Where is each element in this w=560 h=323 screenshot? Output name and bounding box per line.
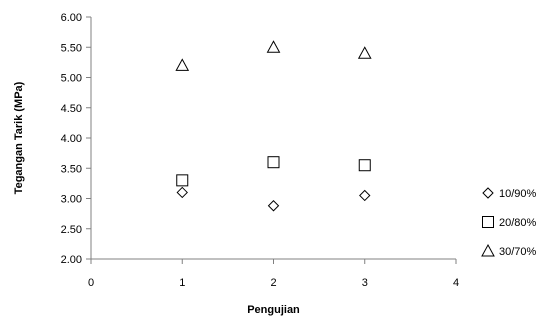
diamond-point (359, 189, 371, 202)
y-tick-label: 5.00 (61, 73, 82, 85)
x-tick-label: 2 (270, 277, 276, 289)
diamond-point (267, 200, 280, 212)
triangle-point (357, 46, 372, 59)
legend-label: 20/80% (499, 217, 537, 229)
square-point (267, 156, 280, 169)
x-ticks: 0 1 2 3 4 (88, 259, 459, 289)
y-tick-label: 4.00 (61, 133, 82, 145)
y-tick-label: 2.00 (61, 254, 82, 266)
x-axis-title: Pengujian (247, 304, 300, 316)
y-tick-label: 5.50 (61, 42, 82, 54)
legend-label: 10/90% (499, 188, 537, 200)
y-tick-label: 2.50 (61, 224, 82, 236)
y-tick-label: 3.50 (61, 163, 82, 175)
y-tick-label: 3.00 (61, 194, 82, 206)
legend: 10/90% 20/80% 30/70% (481, 187, 537, 258)
x-tick-label: 0 (88, 277, 94, 289)
square-point (176, 174, 189, 187)
x-tick-label: 4 (453, 277, 459, 289)
data-marks (175, 40, 372, 212)
axes (90, 17, 456, 260)
y-axis-title: Tegangan Tarik (MPa) (13, 81, 25, 194)
triangle-point (266, 40, 281, 53)
triangle-point (175, 58, 190, 71)
square-point (358, 159, 371, 172)
diamond-point (176, 186, 188, 199)
x-tick-label: 3 (362, 277, 368, 289)
y-ticks: 2.00 2.50 3.00 3.50 4.00 4.50 5.00 5.50 6.00 (61, 12, 91, 266)
legend-diamond-marker (482, 187, 494, 199)
legend-label: 30/70% (499, 246, 537, 258)
y-tick-label: 4.50 (61, 103, 82, 115)
x-tick-label: 1 (179, 277, 185, 289)
y-tick-label: 6.00 (61, 12, 82, 24)
legend-square-marker (482, 216, 494, 228)
legend-triangle-marker (481, 243, 495, 257)
